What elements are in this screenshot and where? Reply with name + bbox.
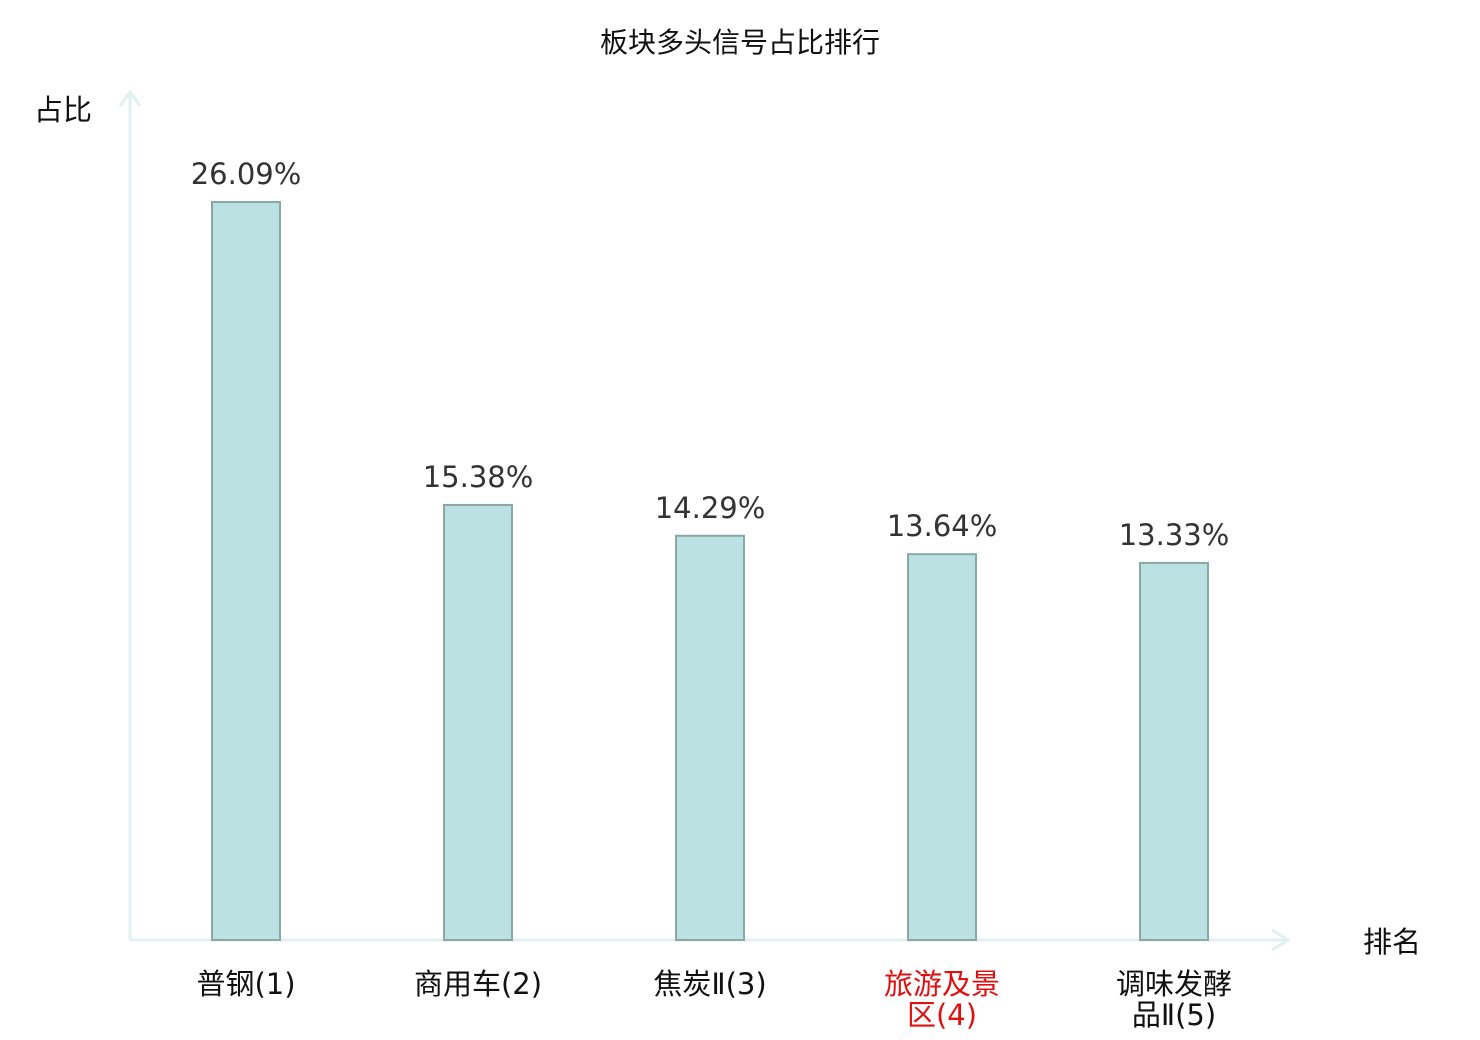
- category-labels-group: 普钢(1) 商用车(2) 焦炭Ⅱ(3) 旅游及景区(4) 调味发酵品Ⅱ(5): [196, 967, 1232, 1032]
- value-label-3: 14.29%: [655, 491, 766, 525]
- bar-3: [675, 534, 745, 942]
- value-labels-group: 26.09% 15.38% 14.29% 13.64% 13.33%: [191, 157, 1230, 552]
- category-label-3-line-1: 焦炭Ⅱ(3): [653, 967, 766, 1001]
- x-axis-arrow: [1271, 928, 1291, 952]
- bar-2: [443, 503, 513, 941]
- y-axis-arrow: [118, 89, 142, 107]
- bar-4: [907, 553, 977, 942]
- bars-group: [211, 201, 1209, 942]
- value-label-4: 13.64%: [887, 509, 998, 543]
- category-label-5: 调味发酵品Ⅱ(5): [1116, 967, 1232, 1032]
- value-label-1: 26.09%: [191, 157, 302, 191]
- value-label-2: 15.38%: [423, 460, 534, 494]
- x-axis-label: 排名: [1363, 925, 1421, 959]
- category-label-4: 旅游及景区(4): [884, 967, 1000, 1032]
- category-label-2: 商用车(2): [414, 967, 542, 1001]
- category-label-2-line-1: 商用车(2): [414, 967, 542, 1001]
- chart-title: 板块多头信号占比排行: [600, 26, 880, 59]
- category-label-3: 焦炭Ⅱ(3): [653, 967, 766, 1001]
- category-label-1: 普钢(1): [196, 967, 295, 1001]
- category-label-5-line-1: 调味发酵: [1116, 967, 1232, 1001]
- category-label-1-line-1: 普钢(1): [196, 967, 295, 1001]
- category-label-4-line-2: 区(4): [907, 998, 977, 1032]
- y-axis-label: 占比: [34, 93, 92, 127]
- category-label-5-line-2: 品Ⅱ(5): [1132, 998, 1216, 1032]
- bar-1: [211, 201, 281, 941]
- category-label-4-line-1: 旅游及景: [884, 967, 1000, 1001]
- bar-5: [1139, 561, 1209, 941]
- value-label-5: 13.33%: [1119, 518, 1230, 552]
